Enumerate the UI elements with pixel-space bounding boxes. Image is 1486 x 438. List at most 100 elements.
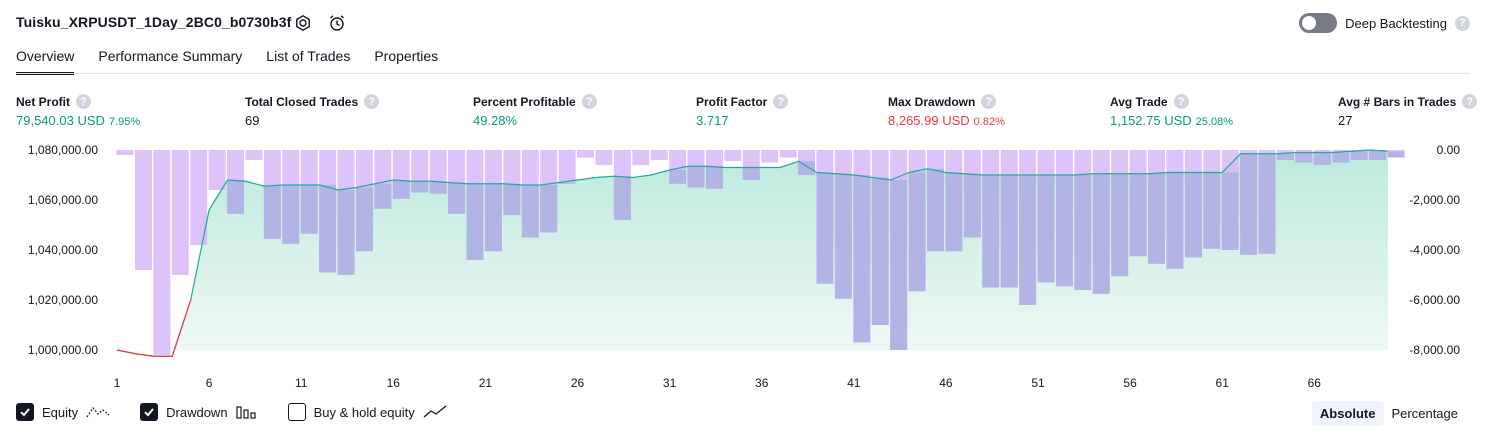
- deep-backtesting-label: Deep Backtesting: [1345, 15, 1447, 31]
- drawdown-bar: [650, 150, 668, 160]
- drawdown-bar: [153, 150, 171, 355]
- left-axis-tick: 1,040,000.00: [28, 243, 98, 257]
- metric-percent: 0.82%: [973, 116, 1005, 128]
- equity-checkbox[interactable]: Equity: [16, 403, 110, 421]
- drawdown-overlap: [558, 182, 576, 184]
- tab-overview[interactable]: Overview: [16, 48, 75, 75]
- equity-line-icon: [86, 406, 110, 418]
- metric-value: 1,152.75 USD: [1110, 113, 1192, 128]
- drawdown-overlap: [687, 166, 705, 188]
- info-icon[interactable]: ?: [76, 94, 91, 109]
- x-axis-tick: 1: [114, 376, 121, 390]
- drawdown-overlap: [300, 185, 318, 234]
- equity-line: [116, 149, 1389, 357]
- checkbox-unchecked-icon: [287, 403, 306, 421]
- drawdown-overlap: [429, 181, 447, 194]
- metric-percent: 7.95%: [108, 116, 141, 128]
- drawdown-overlap: [890, 180, 908, 350]
- metric-label: Total Closed Trades: [245, 94, 359, 109]
- metric-value: 27: [1338, 113, 1353, 128]
- metric-label: Avg # Bars in Trades: [1338, 94, 1457, 109]
- metric-value: 79,540.03 USD: [16, 113, 105, 128]
- x-axis-tick: 11: [295, 376, 308, 390]
- tab-performance-summary[interactable]: Performance Summary: [98, 48, 243, 64]
- info-icon[interactable]: ?: [773, 94, 789, 109]
- x-axis-tick: 31: [663, 376, 677, 390]
- x-axis-tick: 51: [1031, 376, 1045, 390]
- right-axis-tick: -8,000.00: [1409, 343, 1460, 357]
- metric-label: Avg Trade: [1110, 94, 1168, 109]
- drawdown-overlap: [503, 183, 521, 215]
- drawdown-overlap: [263, 186, 281, 239]
- deep-backtesting-toggle[interactable]: [1299, 13, 1338, 33]
- metric-total-closed-trades: Total Closed Trades? 69: [245, 94, 380, 128]
- drawdown-overlap: [1092, 173, 1110, 294]
- drawdown-bar: [577, 150, 594, 158]
- buy-hold-line-icon: [423, 405, 447, 418]
- metric-label: Net Profit: [16, 94, 70, 109]
- drawdown-overlap: [871, 177, 889, 325]
- drawdown-bars-icon: [235, 406, 256, 419]
- metric-max-drawdown: Max Drawdown? 8,265.99 USD 0.82%: [888, 94, 1005, 128]
- drawdown-overlap: [1111, 173, 1129, 277]
- drawdown-overlap: [411, 181, 429, 193]
- drawdown-overlap: [1221, 172, 1239, 250]
- metric-value: 69: [245, 113, 260, 128]
- x-axis-tick: 66: [1308, 376, 1322, 390]
- metric-avg-trade: Avg Trade? 1,152.75 USD 25.08%: [1110, 94, 1233, 128]
- info-icon[interactable]: ?: [1462, 94, 1478, 109]
- strategy-title: Tuisku_XRPUSDT_1Day_2BC0_b0730b3f: [16, 14, 292, 30]
- x-axis-tick: 6: [206, 376, 213, 390]
- drawdown-overlap: [355, 187, 373, 252]
- buy-hold-checkbox[interactable]: Buy & hold equity: [287, 403, 447, 421]
- metric-label: Profit Factor: [696, 94, 768, 109]
- info-icon[interactable]: ?: [1173, 94, 1189, 109]
- equity-drawdown-chart[interactable]: 1,080,000.00 1,060,000.00 1,040,000.00 1,02…: [0, 138, 1486, 393]
- drawdown-bar: [632, 150, 650, 165]
- drawdown-overlap: [1369, 150, 1387, 160]
- drawdown-overlap: [1166, 172, 1184, 269]
- drawdown-overlap: [1277, 153, 1294, 160]
- left-axis-tick: 1,080,000.00: [28, 143, 98, 157]
- drawdown-overlap: [521, 185, 539, 238]
- drawdown-bar: [779, 150, 797, 158]
- drawdown-overlap: [1387, 151, 1405, 158]
- drawdown-bar: [208, 150, 226, 190]
- tab-properties[interactable]: Properties: [374, 48, 439, 64]
- drawdown-label: Drawdown: [166, 404, 228, 420]
- drawdown-overlap: [963, 173, 981, 238]
- drawdown-checkbox[interactable]: Drawdown: [140, 403, 257, 421]
- drawdown-overlap: [669, 170, 687, 184]
- info-icon[interactable]: ?: [981, 94, 997, 109]
- tab-list-of-trades[interactable]: List of Trades: [266, 48, 351, 64]
- drawdown-overlap: [982, 175, 1000, 288]
- info-icon[interactable]: ?: [581, 94, 597, 109]
- right-axis-tick: 0.00: [1437, 143, 1461, 157]
- metric-label: Max Drawdown: [888, 94, 976, 109]
- alarm-clock-icon[interactable]: [327, 13, 347, 33]
- tabs-divider: [16, 73, 1470, 74]
- drawdown-overlap: [1055, 175, 1073, 287]
- right-axis-tick: -2,000.00: [1409, 193, 1460, 207]
- x-axis-tick: 61: [1216, 376, 1230, 390]
- x-axis-tick: 36: [755, 376, 769, 390]
- drawdown-bar: [558, 150, 576, 184]
- settings-icon[interactable]: [293, 13, 313, 33]
- info-icon[interactable]: ?: [364, 94, 380, 109]
- percentage-button[interactable]: Percentage: [1391, 406, 1459, 421]
- drawdown-overlap: [1184, 172, 1202, 258]
- drawdown-overlap: [1129, 173, 1147, 257]
- metric-value: 49.28%: [473, 113, 518, 128]
- drawdown-overlap: [227, 180, 244, 214]
- help-icon[interactable]: ?: [1455, 15, 1470, 31]
- x-axis-tick: 26: [571, 376, 585, 390]
- drawdown-overlap: [337, 190, 355, 275]
- metric-percent-profitable: Percent Profitable? 49.28%: [473, 94, 597, 128]
- x-axis-tick: 16: [387, 376, 401, 390]
- metric-value: 3.717: [696, 113, 729, 128]
- drawdown-overlap: [282, 185, 300, 244]
- drawdown-overlap: [1037, 175, 1055, 283]
- drawdown-overlap: [834, 173, 852, 299]
- absolute-button[interactable]: Absolute: [1311, 401, 1384, 426]
- drawdown-overlap: [908, 172, 926, 292]
